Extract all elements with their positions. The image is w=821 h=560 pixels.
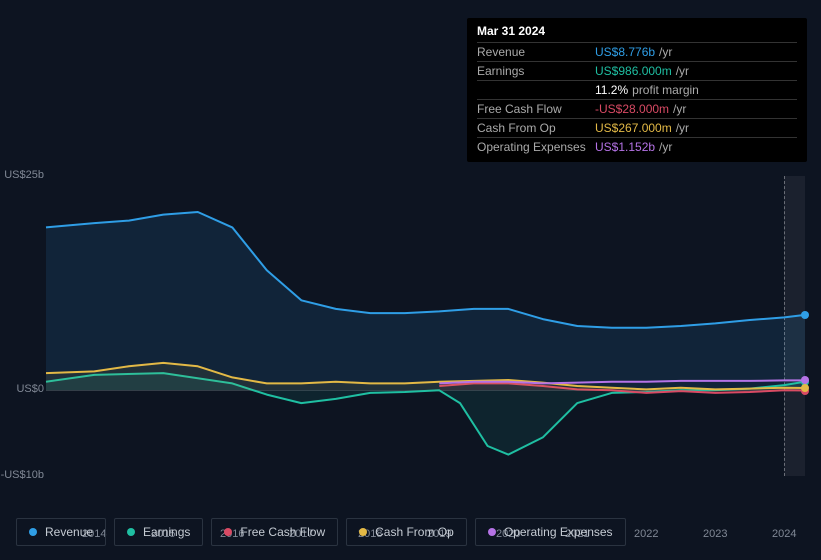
legend-item-revenue[interactable]: Revenue <box>16 518 106 546</box>
legend-dot <box>29 528 37 536</box>
tooltip-row-unit: /yr <box>659 140 672 154</box>
tooltip-row-value: 11.2% <box>595 83 628 97</box>
tooltip-row-label: Operating Expenses <box>477 140 595 154</box>
legend-label: Free Cash Flow <box>240 525 325 539</box>
tooltip-row: RevenueUS$8.776b/yr <box>477 42 797 61</box>
legend-label: Operating Expenses <box>504 525 613 539</box>
legend-item-free-cash-flow[interactable]: Free Cash Flow <box>211 518 338 546</box>
legend-dot <box>127 528 135 536</box>
legend-item-operating-expenses[interactable]: Operating Expenses <box>475 518 626 546</box>
legend: Revenue Earnings Free Cash Flow Cash From O… <box>16 518 626 546</box>
tooltip-row: Operating ExpensesUS$1.152b/yr <box>477 137 797 156</box>
legend-label: Cash From Op <box>375 525 454 539</box>
tooltip-row-label: Free Cash Flow <box>477 102 595 116</box>
legend-item-earnings[interactable]: Earnings <box>114 518 203 546</box>
y-axis-label: US$0 <box>0 383 44 395</box>
tooltip-date: Mar 31 2024 <box>477 24 797 42</box>
x-axis-label: 2023 <box>703 528 727 540</box>
legend-dot <box>488 528 496 536</box>
tooltip-row-label <box>477 83 595 97</box>
tooltip-row-unit: /yr <box>676 64 689 78</box>
tooltip-row-value: US$986.000m <box>595 64 672 78</box>
tooltip-row-label: Earnings <box>477 64 595 78</box>
tooltip-row-unit: /yr <box>676 121 689 135</box>
tooltip-row: 11.2% profit margin <box>477 80 797 99</box>
y-axis-label: -US$10b <box>0 469 44 481</box>
legend-dot <box>224 528 232 536</box>
legend-label: Revenue <box>45 525 93 539</box>
legend-dot <box>359 528 367 536</box>
revenue-endpoint <box>801 311 809 319</box>
tooltip-row-value: US$8.776b <box>595 45 655 59</box>
legend-label: Earnings <box>143 525 190 539</box>
x-axis-label: 2024 <box>772 528 796 540</box>
tooltip-row-label: Revenue <box>477 45 595 59</box>
tooltip-row-unit: /yr <box>673 102 686 116</box>
legend-item-cash-from-op[interactable]: Cash From Op <box>346 518 467 546</box>
tooltip-row-unit: profit margin <box>632 83 699 97</box>
chart-svg <box>46 176 805 476</box>
tooltip-row-value: -US$28.000m <box>595 102 669 116</box>
tooltip-row-label: Cash From Op <box>477 121 595 135</box>
tooltip-row: Cash From OpUS$267.000m/yr <box>477 118 797 137</box>
tooltip-row-value: US$267.000m <box>595 121 672 135</box>
operating-expenses-endpoint <box>801 376 809 384</box>
tooltip-row-value: US$1.152b <box>595 140 655 154</box>
tooltip-row: Free Cash Flow-US$28.000m/yr <box>477 99 797 118</box>
cash-from-op-endpoint <box>801 384 809 392</box>
x-axis-label: 2022 <box>634 528 658 540</box>
financials-chart[interactable]: US$25bUS$0-US$10b20142015201620172018201… <box>16 158 805 518</box>
y-axis-label: US$25b <box>0 169 44 181</box>
tooltip-row: EarningsUS$986.000m/yr <box>477 61 797 80</box>
tooltip-row-unit: /yr <box>659 45 672 59</box>
plot-area[interactable] <box>46 176 805 476</box>
chart-tooltip: Mar 31 2024 RevenueUS$8.776b/yrEarningsU… <box>467 18 807 162</box>
